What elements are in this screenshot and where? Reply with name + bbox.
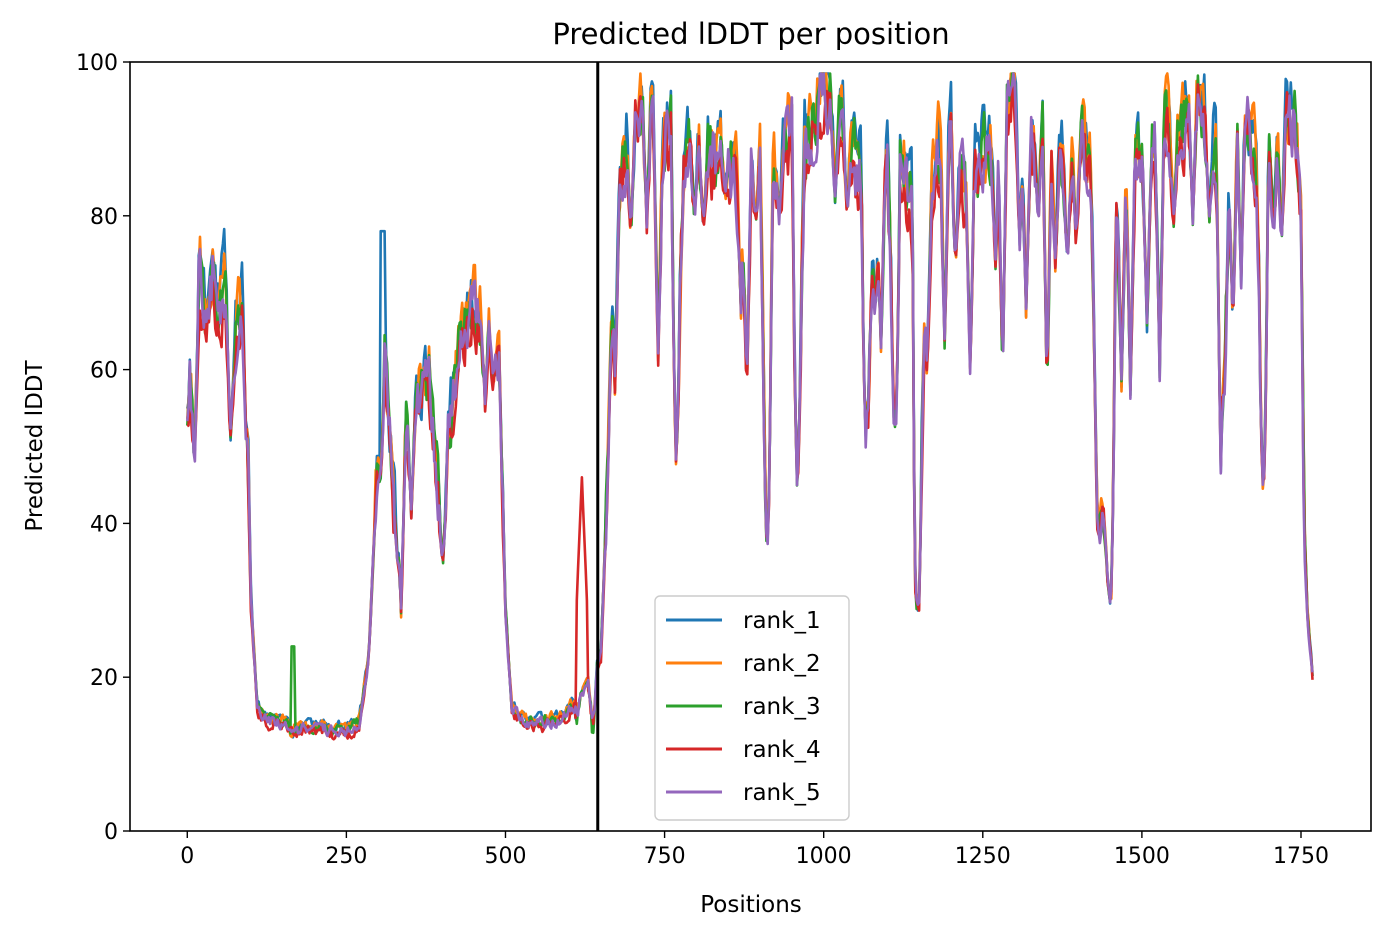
legend-label: rank_5 [743,780,821,806]
legend-label: rank_4 [743,737,821,763]
y-tick-label: 20 [90,666,118,691]
x-tick-label: 1500 [1114,844,1170,869]
y-tick-label: 40 [90,512,118,537]
y-tick-label: 80 [90,205,118,230]
series-line-rank-5 [186,72,1314,738]
x-tick-label: 750 [644,844,686,869]
x-tick-label: 0 [180,844,194,869]
legend-box [654,595,850,821]
x-tick-label: 250 [325,844,367,869]
legend-label: rank_3 [743,694,821,720]
y-tick-label: 0 [104,820,118,845]
x-tick-label: 1000 [796,844,852,869]
axis-ticks: 0 250 500 750 1000 1250 1500 1750 0 20 40 60 80 100 [76,51,1329,869]
x-tick-label: 1750 [1273,844,1329,869]
y-tick-label: 100 [76,51,118,76]
legend-label: rank_2 [743,651,821,677]
x-axis-label: Positions [700,892,802,918]
legend-label: rank_1 [743,608,821,634]
plot-frame [129,61,1372,832]
legend: rank_1 rank_2 rank_3 rank_4 rank_5 [654,595,850,821]
x-tick-label: 1250 [955,844,1011,869]
series-layer [186,72,1314,741]
chart-title: Predicted lDDT per position [552,17,949,51]
x-tick-label: 500 [484,844,526,869]
y-tick-label: 60 [90,359,118,384]
y-axis-label: Predicted lDDT [22,359,48,531]
